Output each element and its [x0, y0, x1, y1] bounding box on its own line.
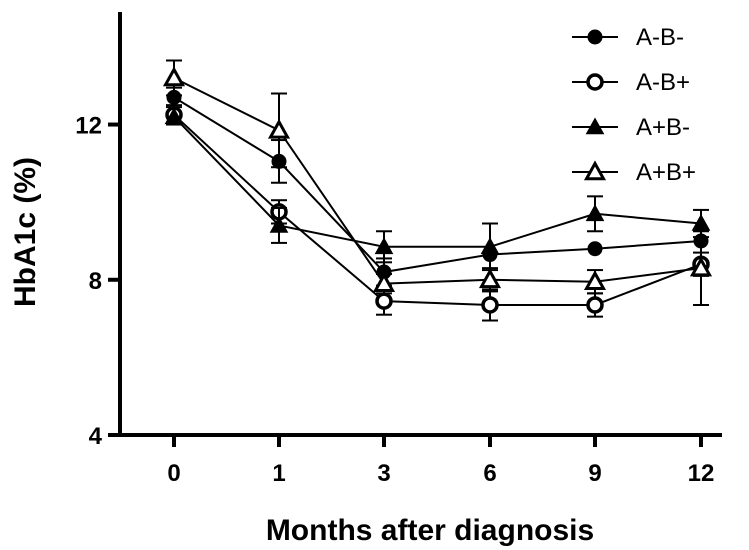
legend-label: A+B+ [636, 159, 696, 186]
data-point-aposbpos [583, 270, 607, 291]
series-anegbpos [165, 104, 710, 322]
data-point-aposbneg [585, 204, 605, 222]
x-tick-label: 6 [483, 460, 496, 487]
data-point-aposbpos [162, 66, 186, 87]
legend-label: A-B+ [636, 69, 690, 96]
x-axis-title: Months after diagnosis [266, 514, 594, 547]
data-point-anegbpos [586, 296, 604, 314]
legend-label: A+B- [636, 114, 690, 141]
legend-label: A-B- [636, 24, 684, 51]
data-point-aposbpos [267, 118, 291, 139]
y-tick-label: 4 [89, 423, 103, 450]
series-layer [162, 59, 713, 322]
legend-marker-aposbpos [583, 160, 607, 181]
series-line-aposbpos [173, 77, 702, 285]
series-line-aposbneg [173, 116, 702, 248]
legend: A-B- A-B+ A+B- A+B+ [572, 24, 696, 186]
ticks: 4 8 12 0 1 3 6 9 12 [75, 113, 714, 487]
data-point-aposbneg [164, 107, 184, 125]
y-tick-label: 8 [89, 268, 102, 295]
data-point-aposbneg [480, 237, 500, 255]
data-point-anegbpos [375, 292, 393, 310]
series-line-anegbpos [173, 114, 702, 306]
series-aposbpos [162, 59, 713, 306]
legend-item-anegbpos: A-B+ [572, 69, 690, 96]
data-point-aposbneg [269, 215, 289, 233]
data-point-aposbpos [689, 256, 713, 277]
data-point-anegbneg [587, 241, 603, 257]
data-point-aposbneg [374, 237, 394, 255]
y-axis-title: HbA1c (%) [9, 157, 42, 307]
legend-item-aposbpos: A+B+ [572, 159, 696, 186]
data-point-aposbpos [478, 268, 502, 289]
data-point-anegbpos [481, 296, 499, 314]
axes [118, 12, 722, 437]
series-anegbneg [166, 86, 709, 287]
legend-item-anegbneg: A-B- [572, 24, 684, 51]
legend-item-aposbneg: A+B- [572, 114, 690, 141]
legend-marker-aposbneg [585, 117, 605, 135]
legend-marker-anegbneg [587, 29, 603, 45]
x-tick-label: 9 [588, 460, 601, 487]
x-tick-label: 3 [377, 460, 390, 487]
data-point-aposbpos [372, 272, 396, 292]
y-tick-label: 12 [75, 113, 102, 140]
series-line-anegbneg [173, 96, 702, 274]
x-tick-label: 1 [272, 460, 285, 487]
x-tick-label: 0 [167, 460, 180, 487]
legend-marker-anegbpos [586, 73, 604, 91]
x-tick-label: 12 [688, 460, 715, 487]
